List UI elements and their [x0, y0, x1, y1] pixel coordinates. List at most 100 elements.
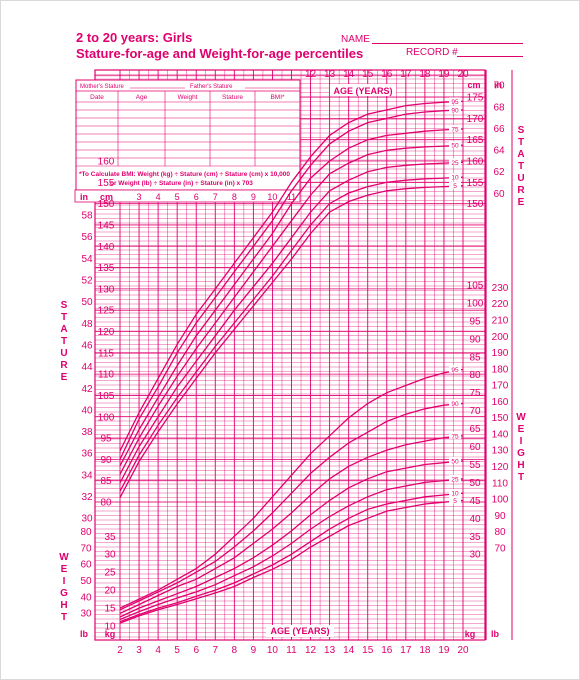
stature-title-right-0: S — [518, 125, 525, 136]
stature-label-bg-p50 — [449, 141, 461, 149]
weight-lb-label-right-150: 150 — [492, 413, 509, 424]
stature-in-label-right-60: 60 — [493, 189, 505, 200]
age-tick-bottom-8: 8 — [232, 645, 238, 656]
stature-in-label-right-66: 66 — [493, 124, 505, 135]
stature-label-bg-p90 — [449, 105, 461, 113]
kg-label-left: kg — [105, 629, 116, 639]
kg-label-right: kg — [465, 629, 476, 639]
stature-in-label-left-50: 50 — [81, 297, 93, 308]
age-label-bottom-bg — [266, 625, 334, 637]
weight-kg-label-right-50: 50 — [469, 478, 481, 489]
age-tick-bottom-20: 20 — [457, 645, 469, 656]
stature-cm-label-left-160: 160 — [98, 157, 115, 168]
stature-label-p25: 25 — [451, 160, 459, 167]
weight-kg-label-right-90: 90 — [469, 334, 481, 345]
weight-curve-p90 — [119, 402, 464, 611]
weight-label-p90: 90 — [451, 401, 459, 408]
stature-in-label-left-54: 54 — [81, 254, 93, 265]
stature-in-label-left-56: 56 — [81, 232, 93, 243]
stature-curve-p25 — [119, 161, 464, 484]
weight-title-left-5: T — [61, 612, 67, 623]
age-tick-bottom-19: 19 — [438, 645, 450, 656]
age-tick-inner-4: 4 — [156, 192, 161, 202]
stature-label-p90: 90 — [451, 107, 459, 114]
weight-lb-label-right-90: 90 — [494, 511, 506, 522]
stature-cm-label-left-120: 120 — [98, 327, 115, 338]
stature-label-p95: 95 — [451, 99, 459, 106]
age-tick-bottom-18: 18 — [419, 645, 431, 656]
stature-cm-label-left-155: 155 — [98, 178, 115, 189]
stature-label-bg-p75 — [449, 125, 461, 133]
age-tick-inner-10: 10 — [267, 192, 277, 202]
weight-lb-label-right-110: 110 — [492, 478, 508, 489]
stature-cm-label-left-95: 95 — [100, 434, 112, 445]
stature-cm-label-left-135: 135 — [98, 263, 115, 274]
record-table — [75, 79, 301, 191]
age-tick-top-18: 18 — [419, 69, 431, 80]
age-tick-bottom-5: 5 — [174, 645, 180, 656]
age-tick-bottom-10: 10 — [267, 645, 279, 656]
age-tick-top-13: 13 — [324, 69, 336, 80]
record-field[interactable] — [457, 56, 523, 57]
stature-label-p10: 10 — [451, 175, 459, 182]
stature-label-p50: 50 — [451, 143, 459, 150]
stature-title-left-1: T — [61, 312, 67, 323]
weight-kg-label-left-20: 20 — [104, 586, 116, 597]
stature-label-p5: 5 — [453, 183, 457, 190]
weight-kg-label-right-65: 65 — [469, 424, 481, 435]
stature-cm-label-left-100: 100 — [98, 412, 115, 423]
stature-cm-label-left-140: 140 — [98, 242, 115, 253]
stature-curve-p75 — [119, 128, 464, 467]
age-tick-inner-3: 3 — [137, 192, 142, 202]
age-tick-top-19: 19 — [438, 69, 450, 80]
age-tick-bottom-12: 12 — [305, 645, 317, 656]
stature-cm-label-left-145: 145 — [98, 220, 115, 231]
weight-kg-label-left-10: 10 — [104, 622, 116, 633]
weight-kg-label-right-80: 80 — [469, 370, 481, 381]
weight-label-bg-p25 — [449, 474, 461, 482]
bmi-note-line1: *To Calculate BMI: Weight (kg) ÷ Stature… — [79, 171, 290, 178]
stature-cm-label-left-150: 150 — [98, 199, 115, 210]
stature-title-right-4: U — [517, 173, 524, 184]
stature-cm-label-left-80: 80 — [100, 498, 112, 509]
table-header-bmi: BMI* — [270, 94, 285, 101]
stature-title-left-0: S — [61, 300, 68, 311]
weight-lb-label-right-70: 70 — [494, 543, 506, 554]
weight-label-bg-p50 — [449, 456, 461, 464]
age-label-top-bg — [330, 84, 396, 96]
weight-kg-label-right-60: 60 — [469, 442, 481, 453]
stature-in-label-left-36: 36 — [81, 449, 93, 460]
weight-title-left-3: G — [60, 588, 68, 599]
stature-age-strip — [74, 189, 301, 203]
weight-lb-label-right-140: 140 — [492, 429, 509, 440]
lb-label-right: lb — [491, 629, 500, 639]
weight-kg-label-right-40: 40 — [469, 514, 481, 525]
weight-kg-label-right-75: 75 — [469, 388, 481, 399]
age-tick-top-16: 16 — [381, 69, 393, 80]
in-label-right-top: in — [494, 80, 502, 90]
stature-cm-label-left-90: 90 — [100, 455, 112, 466]
weight-title-left-1: E — [61, 564, 68, 575]
weight-lb-label-left-30: 30 — [80, 609, 92, 620]
age-tick-inner-11: 11 — [287, 192, 296, 202]
age-tick-top-12: 12 — [305, 69, 317, 80]
weight-lb-label-right-230: 230 — [492, 283, 509, 294]
weight-lb-label-right-210: 210 — [492, 315, 509, 326]
age-tick-inner-8: 8 — [232, 192, 237, 202]
stature-title-left-5: R — [60, 360, 68, 371]
stature-label-bg-p10 — [449, 173, 461, 181]
weight-curve-p75 — [119, 435, 464, 614]
table-header-age: Age — [136, 94, 148, 101]
stature-in-label-right-68: 68 — [493, 102, 505, 113]
name-field[interactable] — [372, 43, 523, 44]
weight-label-bg-p75 — [449, 431, 461, 439]
age-tick-bottom-13: 13 — [324, 645, 336, 656]
weight-curve-p10 — [119, 492, 464, 623]
stature-title-left-4: U — [60, 348, 67, 359]
name-label: NAME — [341, 34, 370, 45]
stature-cm-label-right-155: 155 — [467, 178, 484, 189]
age-tick-inner-6: 6 — [194, 192, 199, 202]
weight-lb-label-left-80: 80 — [80, 527, 92, 538]
stature-label-bg-p5 — [449, 181, 461, 189]
weight-label-bg-p95 — [449, 365, 461, 373]
